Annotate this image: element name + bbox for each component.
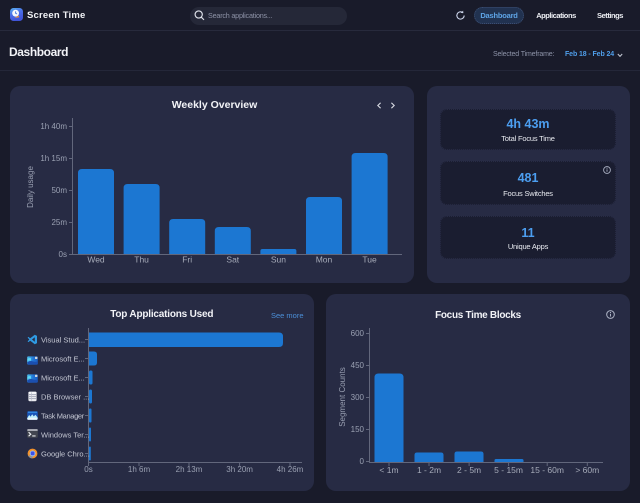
svg-text:Mon: Mon xyxy=(316,255,333,265)
svg-text:Daily usage: Daily usage xyxy=(26,166,35,208)
svg-text:1h 40m: 1h 40m xyxy=(40,122,67,131)
svg-text:300: 300 xyxy=(351,393,365,402)
svg-text:2 - 5m: 2 - 5m xyxy=(457,465,481,475)
svg-text:1 - 2m: 1 - 2m xyxy=(417,465,441,475)
svg-text:Sat: Sat xyxy=(226,255,239,265)
svg-text:Google Chro...: Google Chro... xyxy=(41,450,90,459)
svg-text:5 - 15m: 5 - 15m xyxy=(494,465,523,475)
svg-text:> 60m: > 60m xyxy=(575,465,599,475)
svg-text:Tue: Tue xyxy=(362,255,377,265)
svg-text:Visual Stud...: Visual Stud... xyxy=(41,336,85,345)
svg-text:150: 150 xyxy=(351,425,365,434)
svg-text:Segment Counts: Segment Counts xyxy=(338,367,347,427)
svg-text:450: 450 xyxy=(351,361,365,370)
svg-text:0s: 0s xyxy=(59,250,67,259)
svg-text:50m: 50m xyxy=(51,186,67,195)
svg-text:Microsoft E...: Microsoft E... xyxy=(41,374,85,383)
svg-text:DB Browser ...: DB Browser ... xyxy=(41,393,89,402)
svg-text:Task Manager: Task Manager xyxy=(41,412,85,421)
svg-text:1h 15m: 1h 15m xyxy=(40,154,67,163)
svg-text:600: 600 xyxy=(351,329,365,338)
svg-text:Sun: Sun xyxy=(271,255,286,265)
svg-text:Thu: Thu xyxy=(134,255,149,265)
svg-text:Fri: Fri xyxy=(182,255,192,265)
svg-text:Microsoft E...: Microsoft E... xyxy=(41,355,85,364)
svg-text:0: 0 xyxy=(360,457,365,466)
svg-text:25m: 25m xyxy=(51,218,67,227)
svg-text:4h 26m: 4h 26m xyxy=(277,465,304,474)
svg-text:3h 20m: 3h 20m xyxy=(226,465,253,474)
svg-text:Wed: Wed xyxy=(87,255,105,265)
svg-text:< 1m: < 1m xyxy=(379,465,398,475)
svg-text:Windows Ter...: Windows Ter... xyxy=(41,431,90,440)
svg-text:1h 6m: 1h 6m xyxy=(128,465,151,474)
svg-text:2h 13m: 2h 13m xyxy=(176,465,203,474)
svg-text:15 - 60m: 15 - 60m xyxy=(530,465,564,475)
svg-text:0s: 0s xyxy=(84,465,92,474)
